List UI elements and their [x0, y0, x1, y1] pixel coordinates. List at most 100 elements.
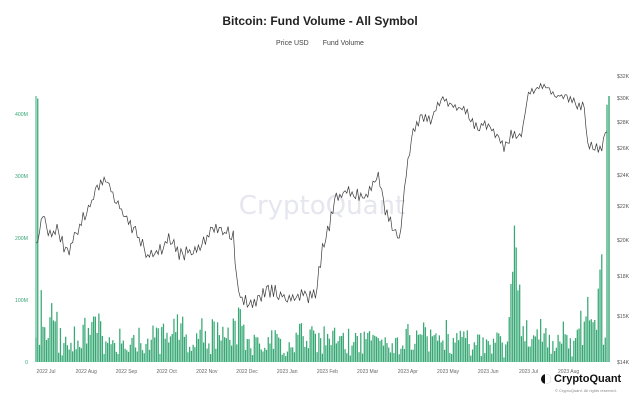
volume-bar: [286, 351, 289, 362]
volume-bar: [117, 353, 119, 362]
volume-bar: [464, 338, 467, 362]
volume-bar: [548, 334, 551, 362]
volume-bar: [351, 345, 353, 362]
volume-bar: [412, 349, 414, 362]
volume-bar: [196, 333, 198, 362]
volume-bar: [255, 337, 257, 362]
volume-bar: [124, 348, 126, 362]
x-tick-label: 2023 Aug: [558, 369, 579, 375]
volume-bar: [339, 336, 341, 362]
volume-bar: [204, 331, 207, 362]
volume-bar: [580, 310, 582, 362]
right-axis-ticks: $14K $15K $18K $20K $22K $24K $26K $28K $30K $32K: [617, 74, 630, 366]
right-tick-label: $32K: [617, 74, 630, 80]
volume-bar: [424, 327, 427, 362]
volume-bar: [112, 340, 114, 362]
legend-price[interactable]: Price USD: [276, 40, 309, 47]
volume-bar: [545, 328, 547, 362]
volume-bar: [206, 348, 208, 362]
volume-bar: [318, 332, 320, 362]
volume-bar: [271, 330, 273, 362]
volume-bar: [569, 338, 571, 362]
legend-fund-volume[interactable]: Fund Volume: [322, 40, 364, 47]
volume-bar: [77, 340, 79, 362]
volume-bar: [443, 349, 446, 362]
volume-bar: [80, 348, 83, 362]
volume-bar: [555, 347, 557, 362]
chart-legend: Price USD Fund Volume: [0, 40, 640, 47]
volume-bar: [519, 284, 521, 362]
volume-bar: [515, 247, 517, 362]
volume-bar: [105, 341, 107, 362]
right-tick-label: $30K: [617, 96, 630, 102]
volume-bar: [230, 345, 233, 362]
volume-bar: [482, 337, 484, 362]
volume-bar: [243, 324, 245, 362]
volume-bar: [86, 343, 88, 362]
volume-bar: [578, 328, 580, 362]
volume-bar: [138, 327, 140, 362]
volume-bar: [190, 350, 193, 362]
volume-bar: [431, 336, 434, 362]
volume-bar: [567, 348, 570, 362]
volume-bar: [278, 337, 280, 362]
volume-bar: [602, 344, 605, 362]
volume-bar: [560, 343, 563, 362]
volume-bar: [203, 342, 205, 362]
price-line: [35, 82, 608, 309]
volume-bar: [323, 326, 325, 362]
volume-bar: [452, 337, 454, 362]
volume-bar: [246, 339, 248, 362]
volume-bar: [302, 336, 304, 362]
volume-bar: [283, 352, 285, 362]
volume-bar: [547, 347, 549, 362]
volume-bar: [478, 334, 481, 362]
volume-bar: [79, 347, 81, 362]
volume-bar: [56, 311, 58, 362]
volume-bar: [297, 334, 299, 362]
volume-bar: [99, 321, 102, 362]
volume-bar: [583, 321, 585, 362]
volume-bar: [506, 341, 509, 362]
volume-bar: [134, 347, 137, 362]
volume-bar: [38, 344, 41, 362]
volume-bar: [543, 333, 545, 362]
volume-bar: [445, 319, 447, 362]
volume-bar: [585, 316, 587, 362]
volume-bar: [208, 343, 210, 362]
volume-bar: [466, 330, 468, 362]
x-tick-label: 2023 Feb: [317, 369, 338, 375]
volume-bar: [566, 335, 568, 362]
volume-bar: [557, 334, 559, 362]
volume-bar: [395, 338, 397, 362]
volume-bar: [300, 323, 303, 362]
left-tick-label: 200M: [15, 236, 28, 242]
volume-bar: [314, 333, 317, 362]
volume-bar: [534, 336, 537, 362]
volume-bar: [59, 328, 62, 362]
volume-bar: [166, 332, 168, 362]
volume-bar: [218, 335, 220, 362]
volume-bar: [433, 335, 435, 362]
volume-bar: [290, 347, 292, 362]
volume-bar: [430, 329, 432, 362]
volume-bar: [51, 303, 53, 362]
volume-bar: [421, 334, 423, 362]
volume-bar: [251, 355, 254, 362]
volume-bar: [211, 319, 213, 362]
volume-bar: [526, 320, 528, 362]
volume-bar: [550, 353, 552, 362]
volume-bar: [281, 354, 283, 362]
volume-bar: [264, 347, 266, 362]
volume-bar: [328, 338, 330, 362]
volume-bar: [592, 322, 594, 362]
right-tick-label: $22K: [617, 204, 630, 210]
volume-bar: [299, 323, 301, 362]
volume-bar: [449, 352, 451, 362]
volume-bar: [552, 341, 554, 362]
volume-bar: [49, 317, 51, 362]
volume-bar: [363, 331, 365, 362]
volume-bar: [220, 340, 222, 362]
volume-bar: [131, 337, 133, 362]
